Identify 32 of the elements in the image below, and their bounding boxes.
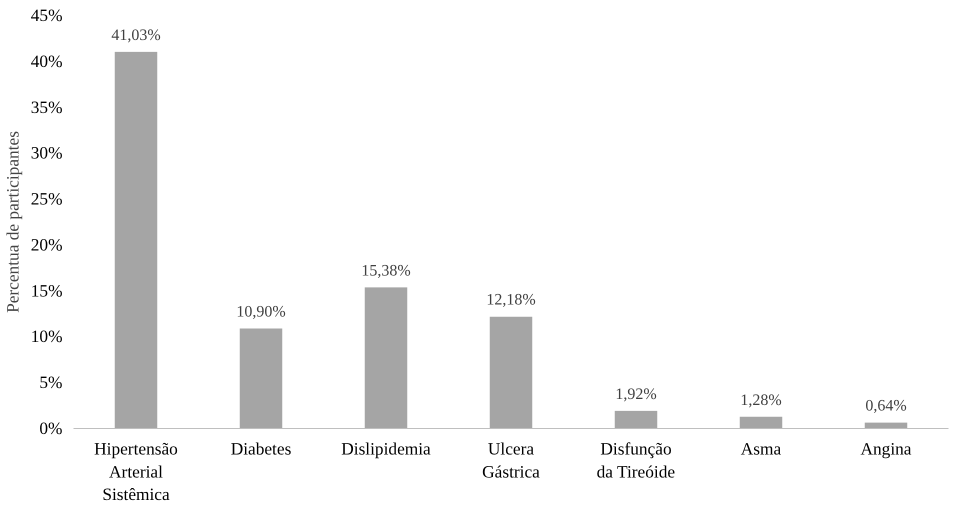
y-tick-label: 20%	[30, 235, 63, 254]
y-tick-label: 5%	[39, 373, 63, 392]
data-label: 10,90%	[236, 303, 286, 320]
y-tick-label: 0%	[39, 419, 63, 438]
x-tick-label: Diabetes	[230, 440, 292, 458]
x-tick-label: Ulcera Gástrica	[482, 440, 540, 482]
y-tick-label: 40%	[30, 52, 63, 71]
bar	[240, 328, 282, 428]
x-tick-label: Disfunção da Tireóide	[596, 440, 676, 482]
data-label: 41,03%	[111, 26, 161, 44]
x-tick-label: Dislipidemia	[341, 440, 432, 458]
data-label: 12,18%	[486, 292, 536, 309]
x-tick-label: Angina	[860, 440, 912, 458]
x-tick-label: Asma	[740, 440, 782, 458]
y-tick-label: 35%	[30, 98, 63, 117]
bar	[114, 52, 158, 428]
y-axis-title: Percentua de participantes	[4, 130, 23, 313]
bar	[614, 410, 658, 428]
data-label: 0,64%	[865, 398, 907, 415]
bar	[864, 422, 908, 428]
data-label: 1,92%	[615, 386, 657, 403]
x-tick-label: Hipertensão Arterial Sistêmica	[94, 440, 178, 504]
y-tick-label: 25%	[30, 190, 63, 209]
data-label: 15,38%	[361, 262, 411, 280]
data-label: 1,28%	[740, 392, 782, 409]
bar	[364, 287, 408, 428]
y-tick-label: 15%	[30, 281, 63, 300]
y-tick-label: 10%	[30, 327, 63, 346]
y-tick-label: 45%	[30, 6, 63, 25]
bar	[490, 316, 532, 428]
bar	[740, 416, 782, 428]
y-tick-label: 30%	[30, 144, 63, 163]
